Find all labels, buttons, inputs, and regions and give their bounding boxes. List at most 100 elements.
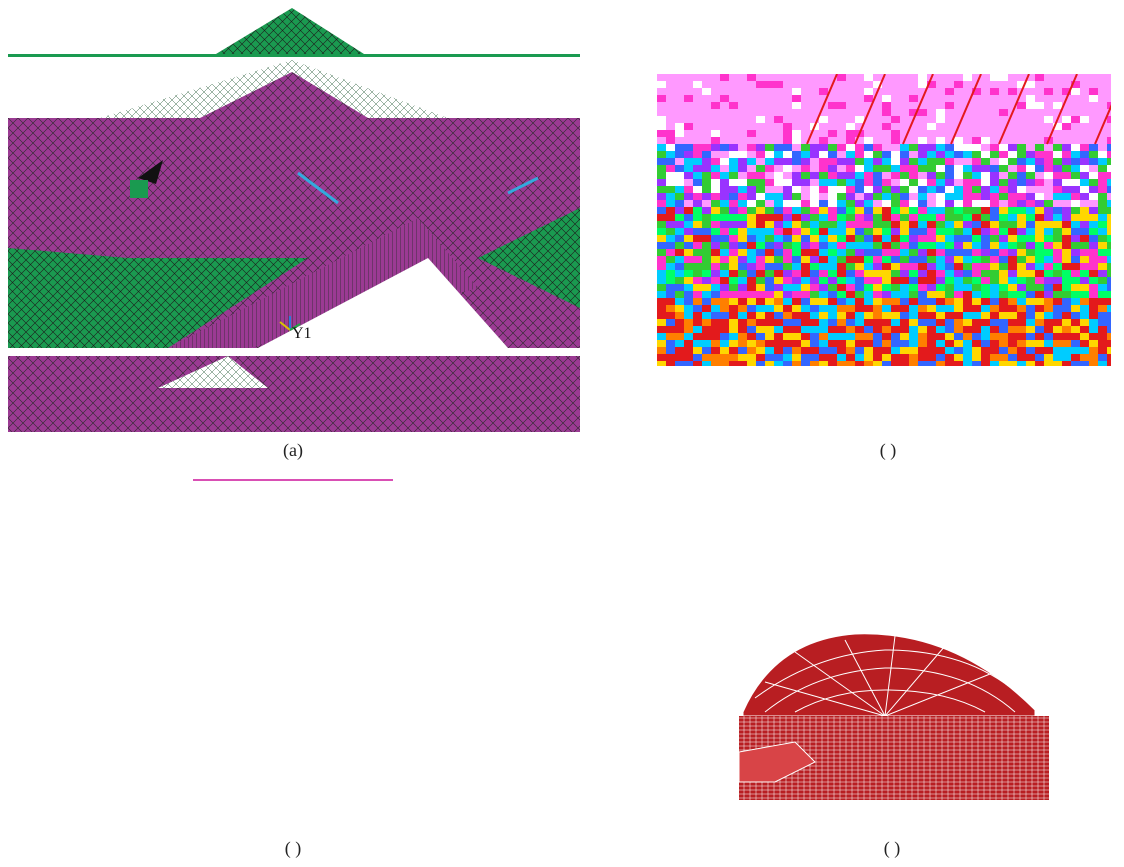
contour-cell	[720, 340, 729, 347]
contour-cell	[1062, 151, 1071, 158]
contour-cell	[1044, 88, 1053, 95]
contour-cell	[675, 109, 684, 116]
contour-cell	[783, 354, 792, 361]
contour-cell	[981, 284, 990, 291]
contour-cell	[981, 123, 990, 130]
contour-cell	[846, 144, 855, 151]
contour-cell	[873, 186, 882, 193]
contour-cell	[684, 256, 693, 263]
contour-cell	[936, 74, 945, 81]
contour-cell	[909, 179, 918, 186]
contour-cell	[1026, 347, 1035, 354]
bottom-gap	[8, 348, 580, 356]
contour-cell	[954, 186, 963, 193]
contour-cell	[792, 74, 801, 81]
contour-cell	[981, 347, 990, 354]
contour-cell	[1098, 242, 1107, 249]
contour-cell	[1107, 151, 1116, 158]
contour-cell	[801, 319, 810, 326]
contour-cell	[954, 74, 963, 81]
contour-cell	[657, 235, 666, 242]
contour-cell	[684, 214, 693, 221]
contour-cell	[828, 298, 837, 305]
contour-cell	[990, 88, 999, 95]
contour-cell	[999, 228, 1008, 235]
contour-cell	[693, 95, 702, 102]
contour-cell	[1008, 102, 1017, 109]
contour-cell	[918, 305, 927, 312]
contour-cell	[720, 270, 729, 277]
contour-cell	[918, 207, 927, 214]
contour-cell	[738, 193, 747, 200]
contour-cell	[693, 137, 702, 144]
green-mesh-right	[478, 208, 580, 308]
contour-cell	[990, 263, 999, 270]
contour-cell	[729, 242, 738, 249]
contour-cell	[774, 312, 783, 319]
contour-cell	[720, 200, 729, 207]
contour-cell	[1080, 214, 1089, 221]
contour-cell	[873, 361, 882, 368]
contour-cell	[882, 186, 891, 193]
contour-cell	[1017, 207, 1026, 214]
contour-cell	[963, 186, 972, 193]
contour-cell	[711, 214, 720, 221]
contour-figure	[657, 73, 1124, 368]
contour-cell	[819, 333, 828, 340]
contour-cell	[702, 249, 711, 256]
contour-cell	[756, 298, 765, 305]
contour-cell	[801, 305, 810, 312]
contour-cell	[1008, 263, 1017, 270]
contour-cell	[693, 249, 702, 256]
contour-cell	[1017, 319, 1026, 326]
contour-cell	[837, 207, 846, 214]
contour-cell	[846, 123, 855, 130]
contour-cell	[945, 123, 954, 130]
contour-cell	[774, 305, 783, 312]
contour-cell	[657, 179, 666, 186]
contour-cell	[918, 123, 927, 130]
contour-cell	[666, 179, 675, 186]
contour-cell	[846, 179, 855, 186]
contour-cell	[1107, 270, 1116, 277]
contour-cell	[756, 256, 765, 263]
contour-cell	[1071, 81, 1080, 88]
contour-cell	[711, 144, 720, 151]
contour-cell	[1071, 319, 1080, 326]
contour-cell	[1026, 263, 1035, 270]
contour-cell	[657, 200, 666, 207]
contour-cell	[936, 256, 945, 263]
contour-cell	[1053, 312, 1062, 319]
contour-cell	[945, 151, 954, 158]
contour-cell	[891, 179, 900, 186]
contour-cell	[756, 354, 765, 361]
contour-cell	[1008, 361, 1017, 368]
contour-cell	[1098, 109, 1107, 116]
contour-cell	[1053, 319, 1062, 326]
contour-cell	[684, 186, 693, 193]
contour-cell	[675, 347, 684, 354]
contour-cell	[828, 102, 837, 109]
contour-cell	[684, 312, 693, 319]
contour-cell	[909, 74, 918, 81]
contour-cell	[693, 172, 702, 179]
contour-cell	[702, 242, 711, 249]
contour-cell	[873, 214, 882, 221]
contour-cell	[783, 221, 792, 228]
contour-cell	[747, 242, 756, 249]
contour-cell	[945, 249, 954, 256]
contour-cell	[936, 207, 945, 214]
contour-cell	[945, 165, 954, 172]
contour-cell	[945, 116, 954, 123]
contour-cell	[657, 284, 666, 291]
contour-cell	[828, 326, 837, 333]
contour-cell	[828, 116, 837, 123]
contour-cell	[963, 354, 972, 361]
contour-cell	[990, 151, 999, 158]
contour-cell	[1080, 249, 1089, 256]
contour-cell	[1044, 172, 1053, 179]
contour-cell	[954, 172, 963, 179]
striped-mesh	[168, 218, 478, 348]
contour-cell	[711, 263, 720, 270]
contour-cell	[927, 312, 936, 319]
